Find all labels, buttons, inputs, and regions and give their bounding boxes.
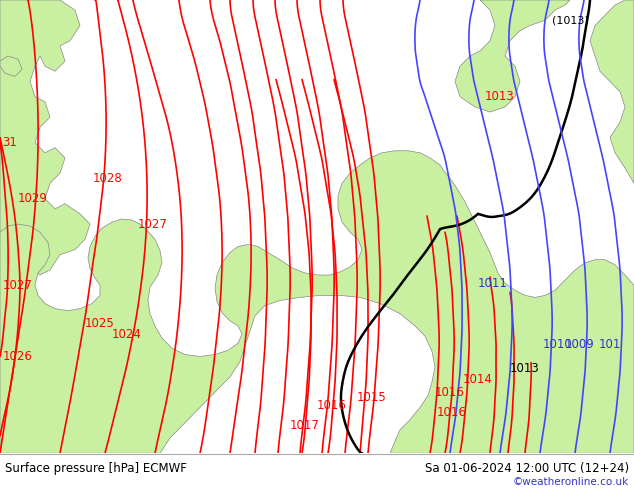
Text: 1009: 1009 [565,338,595,351]
Text: 1025: 1025 [85,318,115,330]
Polygon shape [455,0,570,112]
Polygon shape [590,0,634,183]
Text: 1027: 1027 [3,279,33,292]
Text: 1013: 1013 [485,90,515,103]
Text: 1026: 1026 [3,350,33,363]
Text: 1016: 1016 [317,399,347,412]
Text: 1029: 1029 [18,192,48,205]
Text: ©weatheronline.co.uk: ©weatheronline.co.uk [513,477,629,487]
Text: 101: 101 [598,338,621,351]
Text: 31: 31 [3,136,18,149]
Text: 1013: 1013 [510,362,540,375]
Text: 1016: 1016 [435,386,465,399]
Polygon shape [0,0,90,336]
Text: Surface pressure [hPa] ECMWF: Surface pressure [hPa] ECMWF [5,462,187,475]
Polygon shape [0,56,22,76]
Polygon shape [0,151,634,453]
Text: Sa 01-06-2024 12:00 UTC (12+24): Sa 01-06-2024 12:00 UTC (12+24) [425,462,629,475]
Text: 1016: 1016 [437,406,467,419]
Text: 1028: 1028 [93,172,123,185]
Text: 1015: 1015 [357,391,387,404]
Text: (1013): (1013) [552,15,588,25]
Text: 1010: 1010 [543,338,573,351]
Text: 1027: 1027 [138,218,168,231]
Text: 1011: 1011 [478,277,508,290]
Text: 1024: 1024 [112,328,142,341]
Text: 1014: 1014 [463,373,493,387]
Text: 1017: 1017 [290,419,320,432]
Polygon shape [0,239,10,270]
